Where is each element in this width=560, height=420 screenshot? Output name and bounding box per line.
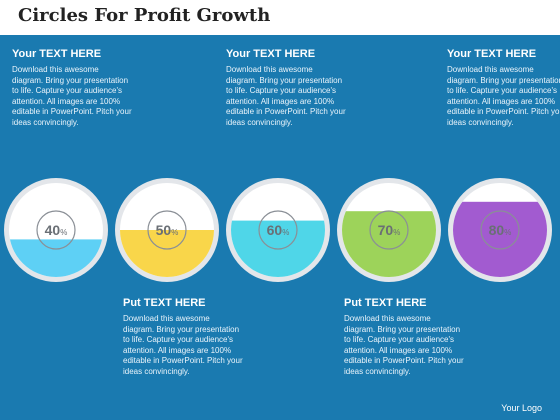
- circle-center-ring: [369, 210, 409, 250]
- circle-center-ring: [147, 210, 187, 250]
- circle-fill-level: [9, 239, 103, 277]
- panel-body: Download this awesome diagram. Bring you…: [447, 65, 560, 127]
- percent-label: 40%: [45, 222, 68, 238]
- title-bar: Circles For Profit Growth: [0, 0, 560, 35]
- panel-heading: Your TEXT HERE: [447, 48, 537, 60]
- percent-label: 50%: [156, 222, 179, 238]
- panel-body: Download this awesome diagram. Bring you…: [12, 65, 132, 127]
- percent-label: 60%: [267, 222, 290, 238]
- text-panel-3: Your TEXT HERE Download this awesome dia…: [226, 48, 346, 129]
- text-panel-4: Put TEXT HERE Download this awesome diag…: [344, 297, 464, 378]
- circle-center-ring: [36, 210, 76, 250]
- progress-circle-50: 50%: [115, 178, 219, 282]
- panel-heading: Put TEXT HERE: [344, 297, 427, 309]
- panel-body: Download this awesome diagram. Bring you…: [344, 314, 464, 376]
- progress-circle-70: 70%: [337, 178, 441, 282]
- circle-center-ring: [480, 210, 520, 250]
- panel-heading: Put TEXT HERE: [123, 297, 206, 309]
- logo-text: Your Logo: [501, 403, 542, 413]
- panel-heading: Your TEXT HERE: [12, 48, 102, 60]
- text-panel-5: Your TEXT HERE Download this awesome dia…: [447, 48, 560, 129]
- text-panel-2: Put TEXT HERE Download this awesome diag…: [123, 297, 243, 378]
- circle-center-ring: [258, 210, 298, 250]
- percent-label: 70%: [378, 222, 401, 238]
- progress-circle-40: 40%: [4, 178, 108, 282]
- progress-circle-60: 60%: [226, 178, 330, 282]
- page-title: Circles For Profit Growth: [18, 5, 271, 26]
- circle-fill-level: [453, 201, 547, 277]
- panel-heading: Your TEXT HERE: [226, 48, 316, 60]
- progress-circle-80: 80%: [448, 178, 552, 282]
- percent-label: 80%: [489, 222, 512, 238]
- panel-body: Download this awesome diagram. Bring you…: [123, 314, 243, 376]
- text-panel-1: Your TEXT HERE Download this awesome dia…: [12, 48, 132, 129]
- panel-body: Download this awesome diagram. Bring you…: [226, 65, 346, 127]
